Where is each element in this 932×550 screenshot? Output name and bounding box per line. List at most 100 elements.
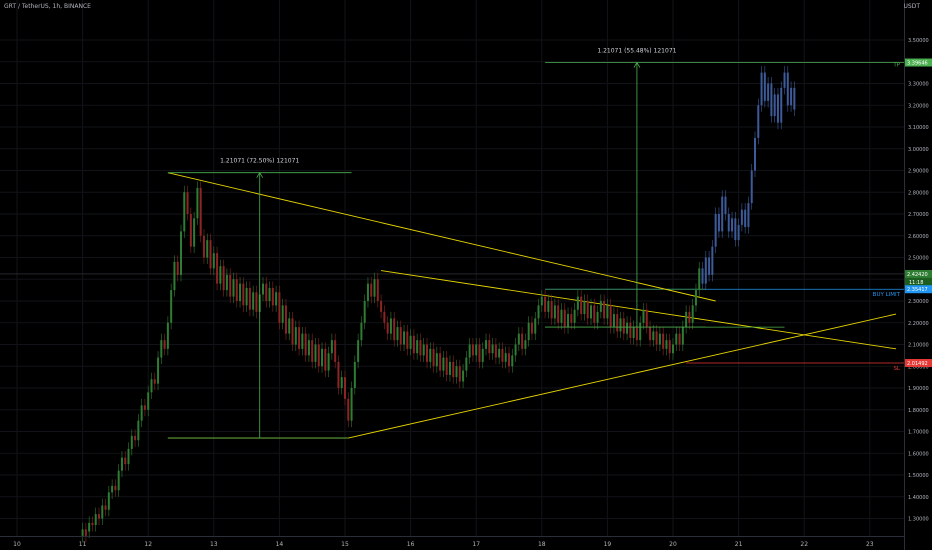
candle-body bbox=[747, 203, 750, 228]
candle-body bbox=[160, 340, 163, 358]
time-tick: 23 bbox=[866, 541, 874, 548]
candle-body bbox=[468, 344, 471, 358]
candle-body bbox=[553, 305, 556, 319]
candle-body bbox=[412, 335, 415, 354]
candle-body bbox=[603, 301, 606, 319]
candle-body bbox=[635, 327, 638, 341]
candle-body bbox=[157, 357, 160, 384]
candle-body bbox=[547, 301, 550, 312]
candle-body bbox=[360, 322, 363, 341]
time-tick: 19 bbox=[604, 541, 612, 548]
candle-body bbox=[114, 485, 117, 491]
candle-body bbox=[429, 348, 432, 362]
candle-body bbox=[406, 331, 409, 349]
candle-body bbox=[694, 290, 697, 306]
buy-limit-price-tag-text: 2.35417 bbox=[907, 287, 928, 293]
candle-body bbox=[130, 435, 133, 449]
price-tick: 1.60000 bbox=[908, 451, 929, 457]
candle-body bbox=[668, 340, 671, 354]
time-tick: 16 bbox=[407, 541, 415, 548]
candle-body bbox=[232, 279, 235, 297]
candle-body bbox=[517, 333, 520, 345]
candle-body bbox=[248, 287, 251, 310]
candle-body bbox=[658, 333, 661, 345]
candle-body bbox=[337, 361, 340, 388]
candle-body bbox=[504, 353, 507, 362]
price-tick: 2.70000 bbox=[908, 212, 929, 218]
candle-body bbox=[665, 340, 668, 349]
candle-body bbox=[760, 72, 763, 106]
candle-body bbox=[176, 261, 179, 275]
candle-body bbox=[606, 305, 609, 319]
candle-body bbox=[560, 309, 563, 323]
candle-body bbox=[166, 322, 169, 349]
candle-body bbox=[209, 240, 212, 269]
trendlines bbox=[167, 172, 897, 439]
candle-body bbox=[521, 333, 524, 349]
candle-body bbox=[98, 514, 100, 519]
candle-body bbox=[399, 327, 402, 345]
candle-body bbox=[416, 340, 419, 354]
candle-body bbox=[737, 224, 740, 241]
time-tick: 22 bbox=[800, 541, 808, 548]
stop-loss-label: SL bbox=[893, 366, 900, 372]
candle-body bbox=[143, 405, 146, 410]
candle-body bbox=[347, 398, 350, 421]
candle-body bbox=[570, 314, 573, 323]
candle-body bbox=[193, 218, 196, 247]
price-axis[interactable]: 3.500003.400003.300003.200003.100003.000… bbox=[904, 0, 932, 550]
price-tick: 2.90000 bbox=[908, 169, 929, 175]
price-tick: 3.00000 bbox=[908, 147, 929, 153]
candle-body bbox=[199, 187, 202, 236]
candle-body bbox=[691, 305, 694, 323]
candle-body bbox=[563, 309, 566, 328]
current-price-tag-text: 2.42420 bbox=[907, 272, 928, 278]
candle-body bbox=[127, 448, 130, 465]
price-tick: 2.60000 bbox=[908, 234, 929, 240]
candle-body bbox=[770, 83, 773, 117]
candle-body bbox=[153, 379, 156, 384]
candle-body bbox=[485, 340, 488, 349]
candle-body bbox=[675, 333, 678, 345]
candle-body bbox=[432, 348, 435, 367]
time-tick: 10 bbox=[13, 541, 21, 548]
candle-body bbox=[107, 492, 110, 510]
candle-body bbox=[304, 333, 307, 356]
candle-body bbox=[84, 529, 87, 536]
candle-body bbox=[580, 296, 583, 315]
candle-body bbox=[265, 283, 268, 301]
candle-body bbox=[140, 405, 143, 421]
symbol-header: GRT / TetherUS, 1h, BINANCE bbox=[4, 3, 91, 10]
candle-body bbox=[619, 318, 622, 332]
candle-body bbox=[475, 344, 478, 356]
candle-body bbox=[744, 209, 747, 228]
candle-body bbox=[773, 94, 776, 117]
candle-body bbox=[494, 344, 497, 358]
time-axis[interactable]: 10 11 12 13 14 15 16 17 18 19 20 21 22 23 bbox=[0, 536, 904, 549]
candle-body bbox=[281, 305, 284, 323]
current-price-tag bbox=[905, 269, 932, 278]
candle-body bbox=[426, 344, 428, 362]
candle-body bbox=[652, 331, 655, 341]
candle-body bbox=[793, 87, 796, 110]
candle-body bbox=[488, 340, 491, 354]
candle-body bbox=[616, 314, 619, 332]
candle-body bbox=[288, 318, 291, 334]
candle-body bbox=[711, 246, 714, 275]
measure-tools: 1.21071 (72.50%) 121071 1.21071 (55.48%) … bbox=[167, 48, 785, 439]
candle-body bbox=[776, 94, 779, 123]
candle-body bbox=[462, 370, 465, 382]
candle-body bbox=[229, 274, 232, 297]
candle-body bbox=[780, 87, 783, 123]
candles bbox=[81, 66, 796, 543]
candle-body bbox=[262, 283, 264, 295]
price-tick: 1.30000 bbox=[908, 517, 929, 523]
price-tick: 2.10000 bbox=[908, 343, 929, 349]
candle-body bbox=[330, 340, 333, 354]
candle-body bbox=[724, 196, 727, 214]
currency-label: USDT bbox=[903, 3, 921, 10]
candle-body bbox=[389, 318, 392, 334]
candle-body bbox=[419, 340, 422, 356]
candle-body bbox=[422, 344, 425, 356]
